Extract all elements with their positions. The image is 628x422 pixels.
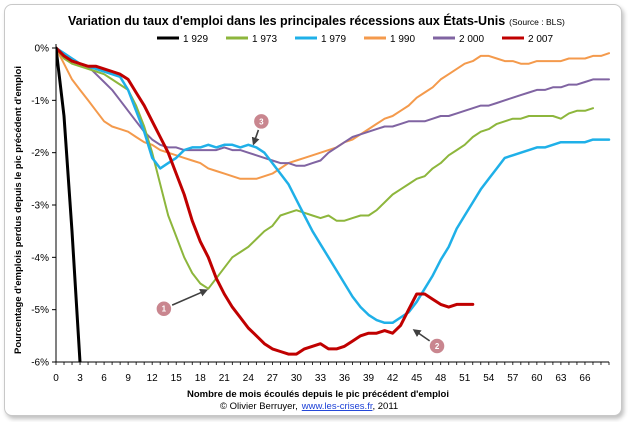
x-tick-label: 6 — [101, 373, 107, 384]
credit-prefix: © Olivier Berruyer, — [220, 401, 298, 412]
y-tick-label: -6% — [31, 358, 49, 369]
annotation-arrow — [171, 289, 209, 306]
legend-label: 1 973 — [252, 34, 277, 45]
x-tick-label: 60 — [531, 373, 543, 384]
y-tick-label: 0% — [35, 44, 50, 55]
annotation-label: 1 — [162, 305, 167, 314]
x-tick-label: 48 — [435, 373, 447, 384]
legend-label: 2 000 — [459, 34, 484, 45]
legend-label: 1 990 — [390, 34, 415, 45]
legend: 1 929 1 973 1 979 1 990 2 000 2 007 — [157, 34, 553, 45]
x-tick-label: 45 — [411, 373, 423, 384]
legend-label: 1 929 — [183, 34, 208, 45]
x-tick-label: 30 — [291, 373, 303, 384]
series-line — [56, 47, 594, 290]
x-axis-label: Nombre de mois écoulés depuis le pic pré… — [187, 389, 449, 400]
x-tick-label: 27 — [267, 373, 279, 384]
annotation-marker — [428, 337, 446, 355]
annotations: 1 2 3 — [155, 112, 446, 355]
annotation-arrow — [251, 129, 260, 146]
legend-label: 1 979 — [321, 34, 346, 45]
chart-source: (Source : BLS) — [509, 17, 565, 27]
y-axis-label: Pourcentage d'emplois perdus depuis le p… — [13, 66, 24, 354]
x-tick-label: 12 — [147, 373, 159, 384]
x-tick-label: 0 — [53, 373, 59, 384]
series-line — [56, 47, 610, 167]
annotation-marker — [155, 299, 173, 318]
annotation-label: 3 — [259, 117, 264, 126]
plot-area — [56, 46, 611, 362]
x-tick-label: 33 — [315, 373, 327, 384]
y-tick-label: -4% — [31, 253, 49, 264]
annotation-arrow — [412, 329, 431, 342]
x-tick-label: 18 — [195, 373, 207, 384]
x-tick-label: 36 — [339, 373, 351, 384]
y-tick-label: -1% — [31, 96, 49, 107]
x-tick-label: 15 — [171, 373, 183, 384]
credit: © Olivier Berruyer, www.les-crises.fr, 20… — [220, 401, 398, 412]
series-line — [56, 46, 82, 362]
chart-title: Variation du taux d'emploi dans les prin… — [68, 13, 565, 28]
x-tick-label: 66 — [579, 373, 591, 384]
axes: 0%-1%-2%-3%-4%-5%-6%0 3 6 9 12 15 18 21 24 27 30 33… — [31, 44, 610, 384]
x-tick-label: 24 — [243, 373, 255, 384]
x-tick-label: 42 — [387, 373, 399, 384]
x-tick-label: 9 — [125, 373, 131, 384]
x-tick-label: 57 — [507, 373, 519, 384]
x-tick-label: 51 — [459, 373, 471, 384]
x-tick-label: 63 — [555, 373, 567, 384]
y-tick-label: -2% — [31, 148, 49, 159]
y-tick-label: -3% — [31, 201, 49, 212]
credit-suffix: , 2011 — [372, 401, 398, 412]
series-line — [56, 46, 475, 356]
series-line — [56, 46, 611, 325]
legend-label: 2 007 — [528, 34, 553, 45]
x-tick-label: 54 — [483, 373, 495, 384]
chart-title-text: Variation du taux d'emploi dans les prin… — [68, 13, 505, 28]
x-tick-label: 3 — [77, 373, 83, 384]
x-tick-label: 21 — [219, 373, 231, 384]
credit-link[interactable]: www.les-crises.fr — [301, 401, 373, 412]
x-tick-label: 39 — [363, 373, 375, 384]
annotation-marker — [252, 112, 271, 131]
y-tick-label: -5% — [31, 305, 49, 316]
annotation-label: 2 — [435, 342, 440, 351]
